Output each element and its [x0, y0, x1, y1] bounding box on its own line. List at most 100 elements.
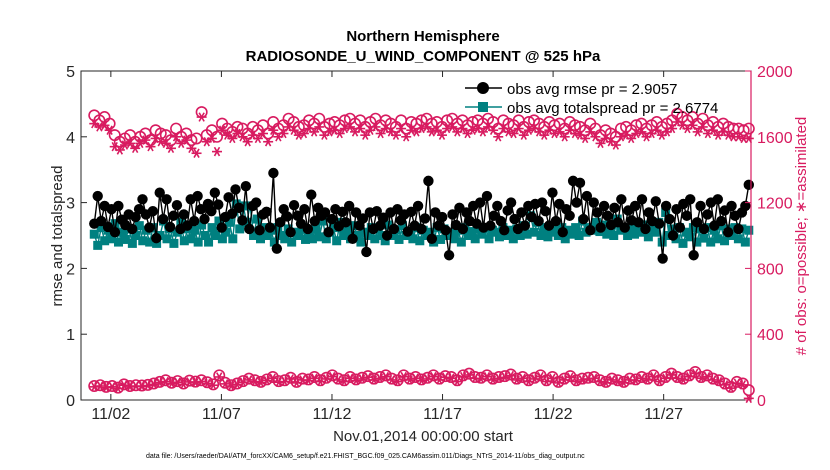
- rmse-point: [216, 222, 227, 233]
- asterisk-stroke: [251, 376, 259, 387]
- rmse-point: [206, 205, 217, 217]
- rmse-point: [199, 213, 210, 225]
- rmse-point: [722, 227, 734, 238]
- totalspread-point: [668, 224, 678, 234]
- asterisk-stroke: [556, 127, 563, 137]
- totalspread-point: [210, 231, 220, 240]
- totalspread-point: [252, 214, 262, 224]
- rmse-point: [702, 209, 713, 220]
- asterisk-stroke: [275, 377, 282, 387]
- totalspread-point: [321, 234, 331, 244]
- obs-assimilated-point: [508, 128, 519, 139]
- obs-possible-point: [516, 370, 529, 383]
- totalspread-point: [117, 227, 127, 237]
- asterisk-stroke: [264, 137, 272, 147]
- obs-assimilated-point: [648, 371, 659, 382]
- totalspread-point: [255, 234, 265, 244]
- obs-possible-point: [742, 384, 755, 397]
- totalspread-point: [110, 219, 120, 229]
- totalspread-point: [609, 231, 619, 240]
- obs-assimilated-point: [99, 120, 110, 131]
- obs-assimilated-point: [165, 143, 176, 154]
- y-tick-label-left: 1: [66, 327, 75, 344]
- asterisk-stroke: [259, 128, 267, 139]
- asterisk-stroke: [392, 130, 400, 140]
- rmse-point: [374, 220, 386, 231]
- obs-assimilated-point: [309, 127, 320, 137]
- obs-assimilated-point: [263, 137, 274, 147]
- asterisk-stroke: [459, 123, 466, 134]
- obs-possible-point: [564, 370, 577, 383]
- rmse-point: [516, 207, 527, 218]
- obs-assimilated-point: [140, 135, 151, 145]
- asterisk-stroke: [229, 133, 236, 144]
- obs-assimilated-point: [104, 125, 115, 135]
- totalspread-point: [89, 229, 99, 239]
- obs-assimilated-point: [333, 375, 344, 385]
- rmse-point: [540, 205, 551, 217]
- asterisk-stroke: [132, 381, 140, 391]
- obs-assimilated-point: [636, 373, 647, 384]
- totalspread-point: [560, 234, 570, 244]
- totalspread-point: [328, 223, 338, 233]
- asterisk-stroke: [418, 375, 425, 386]
- obs-assimilated-point: [505, 370, 516, 381]
- totalspread-point: [145, 237, 155, 247]
- asterisk-stroke: [364, 372, 372, 383]
- asterisk-stroke: [193, 148, 200, 158]
- asterisk-stroke: [489, 125, 497, 135]
- axis-ticks: 11/02 11/07 11/12 11/17 11/22 11/27 0 1 2 3 4 5 0 400…: [66, 64, 793, 423]
- asterisk-stroke: [459, 371, 467, 382]
- asterisk-stroke: [157, 137, 164, 147]
- rmse-point: [419, 213, 431, 224]
- obs-possible-point: [463, 367, 476, 380]
- totalspread-point: [356, 237, 366, 247]
- rmse-point: [240, 180, 252, 192]
- obs-assimilated-point: [692, 127, 703, 137]
- asterisk-stroke: [694, 127, 701, 137]
- rmse-series: [89, 167, 754, 264]
- obs-assimilated-point: [148, 379, 159, 390]
- totalspread-point: [574, 231, 584, 240]
- asterisk-stroke: [335, 375, 342, 385]
- rmse-point: [388, 223, 400, 235]
- totalspread-point: [643, 232, 653, 242]
- obs-assimilated-point: [457, 123, 468, 134]
- asterisk-stroke: [198, 376, 205, 387]
- obs-assimilated-point: [731, 378, 742, 388]
- asterisk-stroke: [329, 371, 336, 382]
- asterisk-stroke: [352, 375, 360, 386]
- obs-assimilated-point: [707, 125, 718, 135]
- totalspread-point: [467, 227, 477, 237]
- asterisk-stroke: [299, 375, 306, 385]
- asterisk-stroke: [551, 128, 558, 139]
- totalspread-point: [228, 234, 238, 244]
- totalspread-point: [262, 231, 272, 240]
- obs-assimilated-point: [499, 372, 510, 383]
- rmse-point: [505, 197, 517, 208]
- totalspread-point: [249, 231, 259, 240]
- y-tick-label-right: 400: [757, 327, 784, 344]
- asterisk-stroke: [198, 112, 205, 122]
- asterisk-stroke: [730, 132, 737, 142]
- obs-assimilated-point: [196, 112, 207, 122]
- totalspread-point: [484, 234, 494, 244]
- asterisk-stroke: [433, 125, 441, 135]
- obs-assimilated-point: [416, 375, 427, 386]
- asterisk-stroke: [653, 125, 660, 135]
- rmse-point: [164, 221, 176, 233]
- asterisk-stroke: [442, 372, 449, 383]
- rmse-point: [319, 207, 331, 218]
- obs-assimilated-point: [243, 375, 254, 385]
- asterisk-stroke: [310, 127, 318, 137]
- obs-possible-point: [397, 369, 410, 382]
- y-tick-label-right: 1200: [757, 196, 793, 213]
- asterisk-stroke: [689, 120, 696, 131]
- rmse-point: [157, 213, 169, 225]
- totalspread-point: [415, 236, 425, 246]
- totalspread-point: [529, 227, 539, 237]
- totalspread-point: [397, 221, 407, 231]
- asterisk-stroke: [530, 123, 538, 134]
- totalspread-point: [197, 220, 207, 230]
- totalspread-point: [193, 237, 203, 247]
